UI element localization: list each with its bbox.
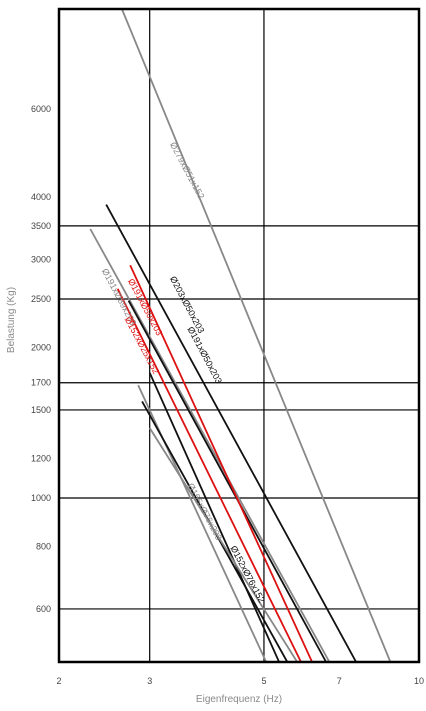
y-tick-label: 6000 (31, 104, 51, 114)
y-tick-label: 4000 (31, 192, 51, 202)
y-tick-label: 600 (36, 604, 51, 614)
plot-frame (57, 7, 421, 664)
series-label: Ø191xØ50x203 (186, 325, 224, 385)
series-line (116, 288, 302, 662)
x-tick-label: 10 (414, 676, 424, 686)
x-axis-title: Eigenfrequenz (Hz) (196, 694, 282, 705)
series-line (89, 228, 331, 662)
series-line (127, 300, 327, 662)
y-tick-label: 2000 (31, 342, 51, 352)
series-line (121, 9, 392, 662)
x-tick-label: 5 (261, 676, 266, 686)
y-tick-label: 1500 (31, 405, 51, 415)
x-tick-label: 7 (337, 676, 342, 686)
y-axis-title: Belastung (Kg) (6, 287, 17, 353)
series-label: Ø165xØ76x203 (186, 482, 224, 542)
series-line (137, 384, 268, 662)
y-tick-label: 800 (36, 542, 51, 552)
y-tick-label: 3000 (31, 254, 51, 264)
y-tick-label: 3500 (31, 221, 51, 231)
series-line (129, 264, 313, 662)
y-tick-label: 1200 (31, 453, 51, 463)
series-label: Ø279xØ51x152 (168, 140, 206, 200)
x-tick-label: 3 (147, 676, 152, 686)
y-tick-label: 1700 (31, 378, 51, 388)
grid-lines (59, 9, 419, 662)
series-line (148, 427, 298, 662)
y-tick-labels: 600 800 1000 1200 1500 1700 2000 2500 3000 3500 40… (31, 104, 51, 614)
x-tick-labels: 2 3 5 7 10 (56, 676, 424, 686)
series-lines (89, 9, 392, 662)
x-tick-label: 2 (56, 676, 61, 686)
series-label: Ø203xØ50x203 (168, 275, 206, 335)
series-line (148, 372, 280, 662)
series-line (105, 204, 357, 662)
y-tick-label: 2500 (31, 294, 51, 304)
y-tick-label: 1000 (31, 493, 51, 503)
series-labels: Ø279xØ51x152Ø203xØ50x203Ø191xØ89x203Ø191… (100, 140, 267, 604)
